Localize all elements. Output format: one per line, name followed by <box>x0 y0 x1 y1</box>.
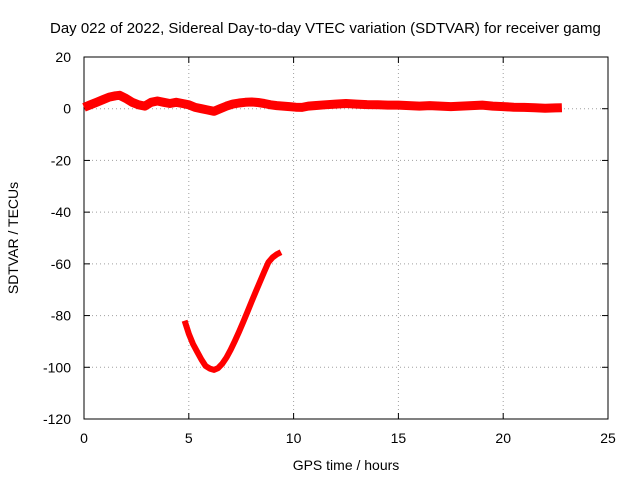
y-tick-label: -20 <box>51 152 71 168</box>
x-axis-label: GPS time / hours <box>293 457 400 473</box>
x-tick-label: 20 <box>495 430 511 446</box>
x-tick-label: 0 <box>80 430 88 446</box>
x-tick-label: 25 <box>600 430 616 446</box>
series-line-2 <box>181 249 283 373</box>
chart-title: Day 022 of 2022, Sidereal Day-to-day VTE… <box>50 20 601 37</box>
y-axis-label: SDTVAR / TECUs <box>5 182 21 294</box>
y-tick-label: -60 <box>51 256 71 272</box>
y-tick-label: -100 <box>43 359 71 375</box>
y-tick-label: -80 <box>51 308 71 324</box>
x-tick-label: 15 <box>391 430 407 446</box>
x-tick-label: 10 <box>286 430 302 446</box>
y-tick-label: -120 <box>43 411 71 427</box>
series-line-1 <box>82 90 563 116</box>
series-layer <box>82 90 563 373</box>
plot-frame <box>83 56 609 420</box>
y-tick-label: 0 <box>63 101 71 117</box>
tick-layer: 0 5 10 15 20 25 -120 -100 -80 -60 -40 -20 0 20 <box>43 49 616 446</box>
y-tick-label: 20 <box>55 49 71 65</box>
y-tick-label: -40 <box>51 204 71 220</box>
x-tick-label: 5 <box>185 430 193 446</box>
